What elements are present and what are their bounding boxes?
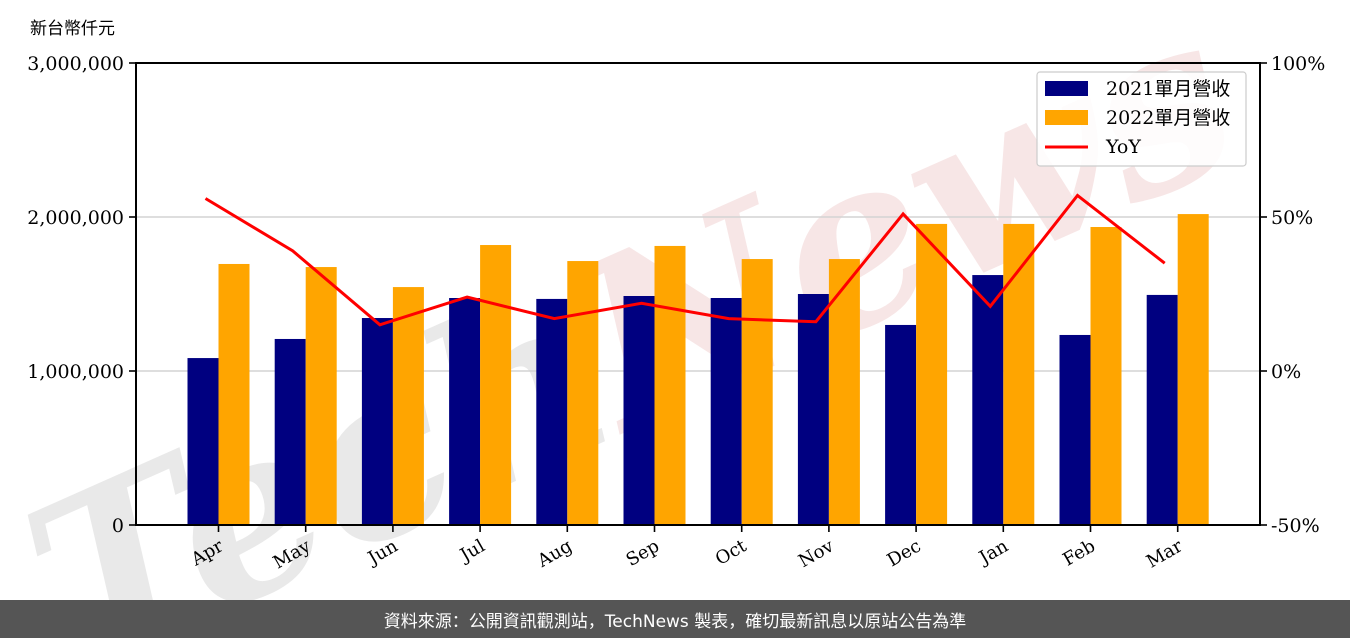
bar-2021-aug [536, 298, 568, 525]
bar-2022-nov [828, 259, 860, 525]
svg-text:1,000,000: 1,000,000 [27, 361, 124, 383]
bar-2022-jan [1003, 223, 1035, 525]
bar-2021-jun [361, 318, 393, 525]
bar-2021-oct [710, 298, 742, 525]
svg-text:0: 0 [112, 515, 124, 537]
x-tick-label: Sep [623, 536, 663, 571]
bar-2022-mar [1177, 214, 1209, 525]
x-tick-label: Oct [712, 535, 751, 570]
x-tick-label: Nov [795, 535, 838, 572]
svg-text:-50%: -50% [1271, 515, 1320, 537]
x-tick-label: Aug [533, 536, 576, 573]
footer-text: 資料來源：公開資訊觀測站，TechNews 製表，確切最新訊息以原站公告為準 [383, 611, 967, 632]
bar-2021-nov [797, 294, 829, 525]
bar-2021-mar [1146, 294, 1178, 525]
right-axis-ticks: -50% 0% 50% 100% [1260, 53, 1325, 537]
svg-text:50%: 50% [1271, 207, 1313, 229]
source-footer: 資料來源：公開資訊觀測站，TechNews 製表，確切最新訊息以原站公告為準 [0, 600, 1350, 638]
bar-2021-apr [187, 358, 219, 525]
svg-text:3,000,000: 3,000,000 [27, 53, 124, 75]
bar-2021-may [274, 338, 306, 525]
bar-2022-oct [741, 259, 773, 525]
bar-2022-feb [1090, 227, 1122, 525]
legend-label: YoY [1105, 136, 1141, 158]
bar-2022-may [305, 267, 337, 525]
legend-label: 2022單月營收 [1106, 107, 1230, 129]
left-axis-ticks: 0 1,000,000 2,000,000 3,000,000 [27, 53, 136, 537]
svg-text:100%: 100% [1271, 53, 1325, 75]
left-axis-unit-label: 新台幣仟元 [30, 19, 115, 39]
bar-2021-sep [623, 296, 655, 525]
bar-2022-jul [480, 245, 512, 525]
x-tick-label: Dec [884, 536, 925, 572]
bar-2022-sep [654, 245, 686, 525]
svg-text:2,000,000: 2,000,000 [27, 207, 124, 229]
x-tick-label: Mar [1143, 535, 1187, 572]
bar-2021-jul [449, 298, 481, 525]
bar-2021-feb [1059, 334, 1091, 525]
bar-2022-jun [392, 287, 424, 525]
x-tick-label: Jan [974, 535, 1012, 569]
bar-2021-jan [972, 275, 1004, 525]
x-tick-label: Feb [1059, 536, 1099, 571]
legend: 2021單月營收 2022單月營收 YoY [1036, 71, 1247, 167]
bar-2021-dec [885, 324, 917, 525]
bar-2022-dec [916, 223, 948, 525]
bar-2022-aug [567, 261, 599, 525]
legend-label: 2021單月營收 [1106, 78, 1230, 100]
axes [135, 62, 1261, 526]
bar-2022-apr [218, 263, 250, 525]
yoy-line-series [204, 193, 1166, 327]
bar-series [187, 214, 1209, 525]
svg-text:0%: 0% [1271, 361, 1301, 383]
